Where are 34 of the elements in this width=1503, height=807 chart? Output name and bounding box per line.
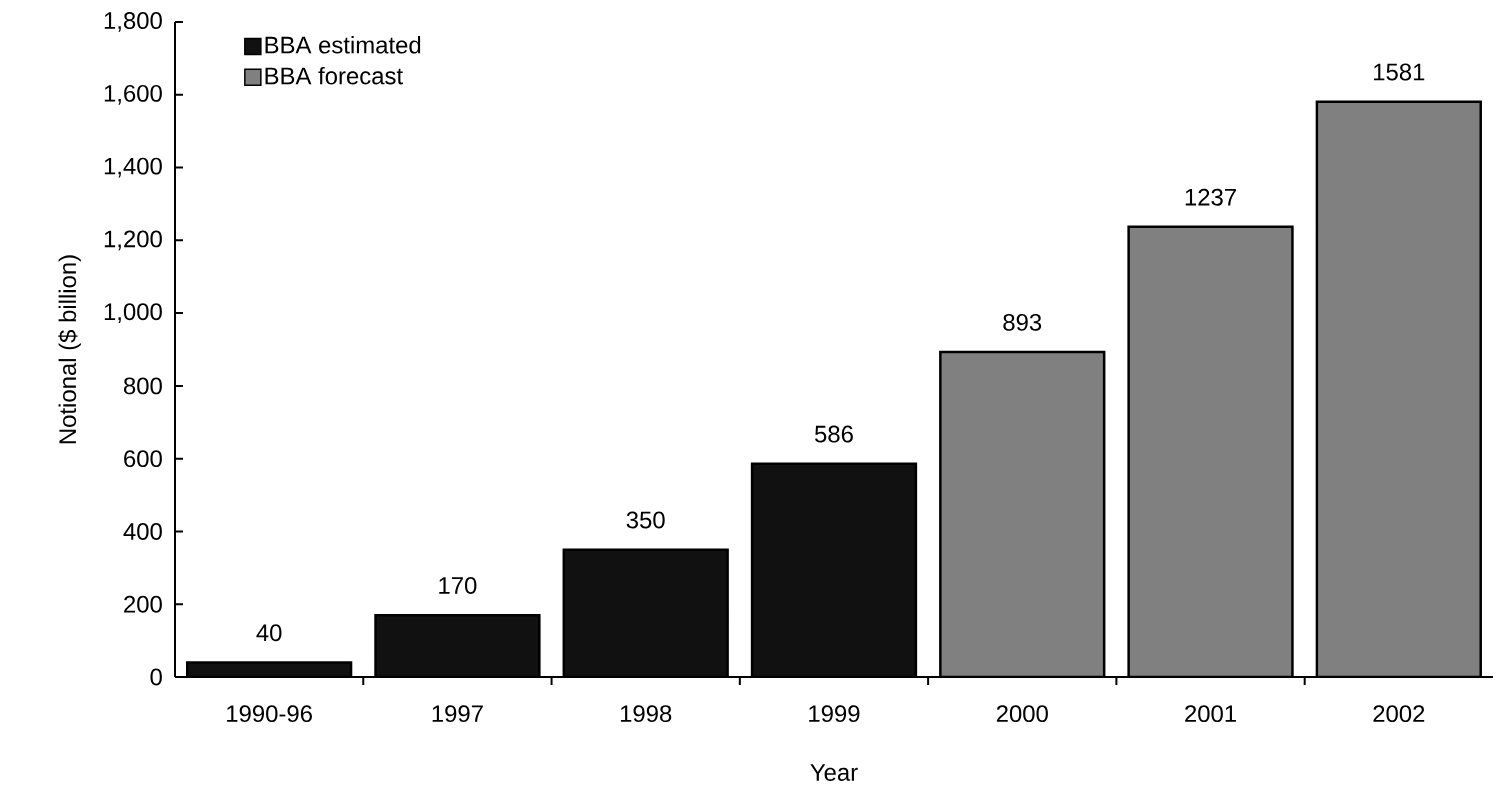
y-tick-label: 600 [124,450,162,468]
legend-label: BBA estimated [265,35,421,54]
y-tick-label: 1,600 [104,84,162,105]
bar [750,462,918,677]
y-tick-label: 1,000 [104,303,162,323]
x-axis-title: Year [810,764,858,781]
y-tick-label: 1,200 [104,230,162,251]
bar [562,548,729,677]
data-label: 586 [814,425,853,443]
bar [374,613,541,677]
y-tick-label: 0 [150,668,162,686]
data-label: 40 [256,624,282,642]
legend-label: BBA forecast [265,66,403,85]
y-axis-title: Notional ($ billion) [58,255,81,444]
x-tick-label: 2001 [1185,705,1236,723]
x-tick-label: 1998 [620,705,672,723]
x-tick-label: 1990-96 [227,705,312,723]
x-tick-label: 1997 [432,705,483,723]
x-tick-label: 1999 [809,705,860,723]
data-label: 893 [1003,313,1042,331]
data-label: 350 [626,511,665,529]
bar [1315,100,1482,677]
data-label: 170 [439,576,477,594]
y-tick-label: 400 [123,522,162,540]
data-label: 1237 [1185,188,1236,206]
x-tick-label: 2002 [1373,705,1425,723]
y-tick-label: 1,800 [104,12,162,32]
y-tick-label: 1,400 [104,157,162,178]
y-tick-label: 800 [123,377,162,395]
data-label: 1581 [1374,63,1425,81]
bar [1127,225,1294,677]
x-tick-label: 2000 [996,705,1048,723]
y-tick-label: 200 [124,595,162,613]
bar [939,350,1106,677]
